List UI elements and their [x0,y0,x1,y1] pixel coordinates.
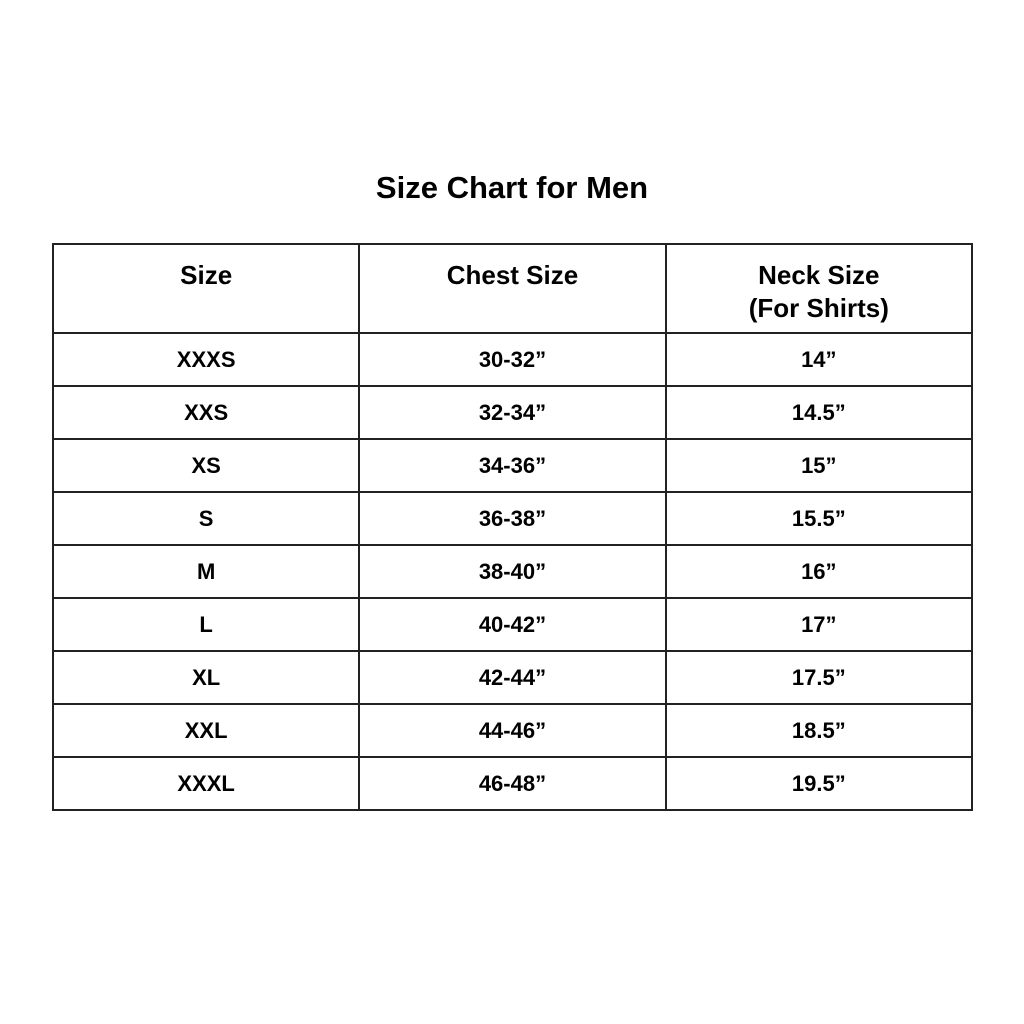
table-row: XXXL 46-48” 19.5” [51,756,974,811]
header-neck-size: Neck Size (For Shirts) [664,243,974,334]
table-row: XXXS 30-32” 14” [51,332,974,387]
chest-size-cell: 42-44” [358,650,667,705]
chest-size-cell: 38-40” [358,544,667,599]
chest-size-cell: 30-32” [358,332,667,387]
chest-size-cell: 44-46” [358,703,667,758]
size-chart-table: Size Chest Size Neck Size (For Shirts) XX… [51,243,974,811]
size-cell: XXS [51,385,361,440]
table-row: XL 42-44” 17.5” [51,650,974,705]
neck-size-cell: 16” [664,544,974,599]
size-cell: XL [51,650,361,705]
chest-size-cell: 40-42” [358,597,667,652]
size-cell: L [51,597,361,652]
neck-size-cell: 19.5” [664,756,974,811]
size-cell: S [51,491,361,546]
header-neck-size-note: (For Shirts) [748,293,889,323]
size-cell: XXXS [51,332,361,387]
neck-size-cell: 17” [664,597,974,652]
table-row: L 40-42” 17” [51,597,974,652]
table-row: XXL 44-46” 18.5” [51,703,974,758]
header-neck-size-label: Neck Size [758,260,880,290]
table-row: M 38-40” 16” [51,544,974,599]
table-row: XS 34-36” 15” [51,438,974,493]
neck-size-cell: 15.5” [664,491,974,546]
chest-size-cell: 46-48” [358,756,667,811]
page-title: Size Chart for Men [375,170,649,205]
header-row: Size Chest Size Neck Size (For Shirts) [51,243,974,334]
size-cell: M [51,544,361,599]
neck-size-cell: 14.5” [664,385,974,440]
chest-size-cell: 34-36” [358,438,667,493]
neck-size-cell: 18.5” [664,703,974,758]
header-size: Size [51,243,361,334]
chest-size-cell: 36-38” [358,491,667,546]
table-row: XXS 32-34” 14.5” [51,385,974,440]
neck-size-cell: 17.5” [664,650,974,705]
neck-size-cell: 15” [664,438,974,493]
size-cell: XXXL [51,756,361,811]
neck-size-cell: 14” [664,332,974,387]
table-row: S 36-38” 15.5” [51,491,974,546]
header-chest-size: Chest Size [358,243,667,334]
size-cell: XS [51,438,361,493]
size-cell: XXL [51,703,361,758]
chest-size-cell: 32-34” [358,385,667,440]
